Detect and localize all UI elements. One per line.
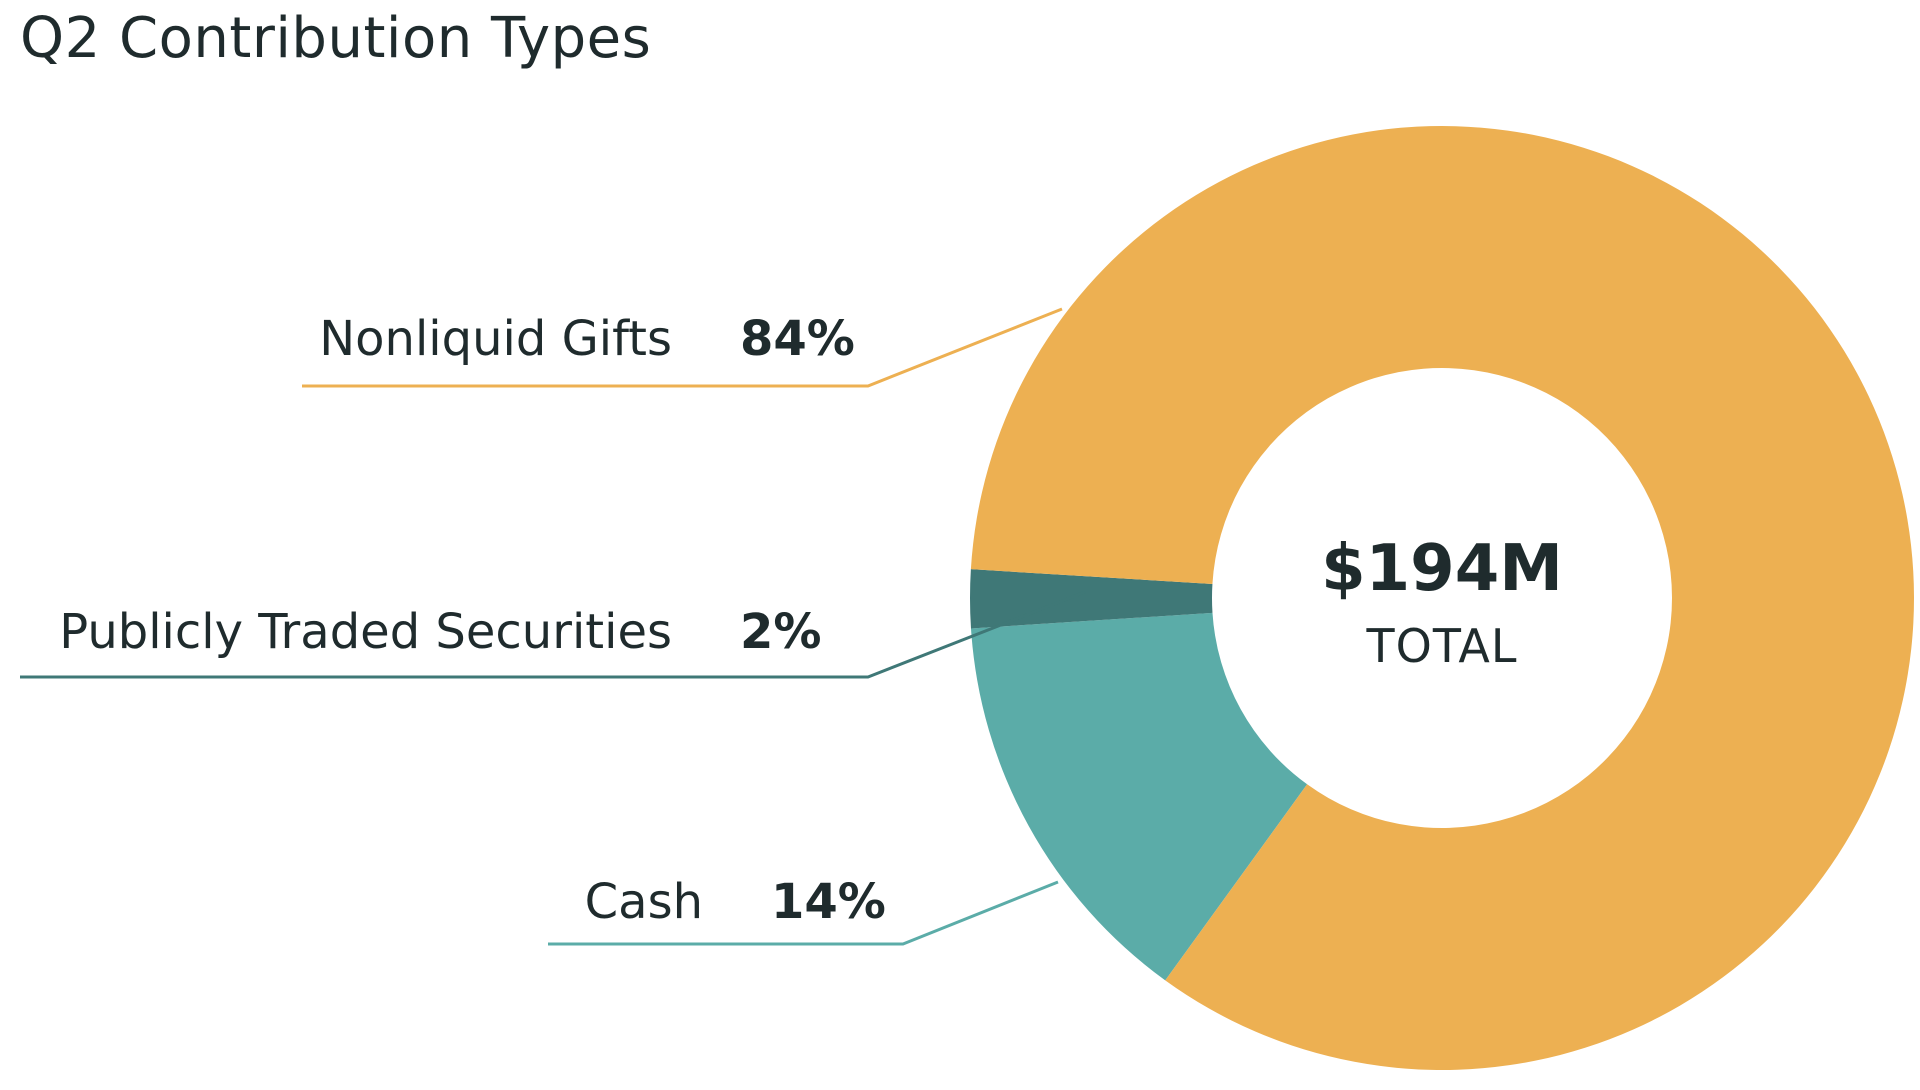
category-label-nonliquid-gifts: Nonliquid Gifts — [319, 311, 672, 367]
leader-line-cash — [548, 880, 1059, 946]
slice-nonliquid-gifts — [970, 125, 1914, 1070]
leader-lines — [20, 307, 1086, 946]
value-label-publicly-traded-securities: 2% — [740, 604, 822, 660]
slice-labels: Nonliquid Gifts 84% Publicly Traded Securi… — [59, 311, 886, 930]
chart-title: Q2 Contribution Types — [20, 6, 652, 71]
value-label-cash: 14% — [771, 874, 886, 930]
category-label-publicly-traded-securities: Publicly Traded Securities — [59, 604, 672, 660]
value-label-nonliquid-gifts: 84% — [740, 311, 855, 367]
slice-cash — [970, 612, 1308, 981]
category-label-cash: Cash — [585, 874, 703, 930]
leader-line-publicly-traded-securities — [20, 590, 1086, 679]
leader-line-nonliquid-gifts — [302, 307, 1063, 388]
total-value: $194M — [1321, 532, 1563, 606]
total-caption: TOTAL — [1366, 619, 1518, 673]
